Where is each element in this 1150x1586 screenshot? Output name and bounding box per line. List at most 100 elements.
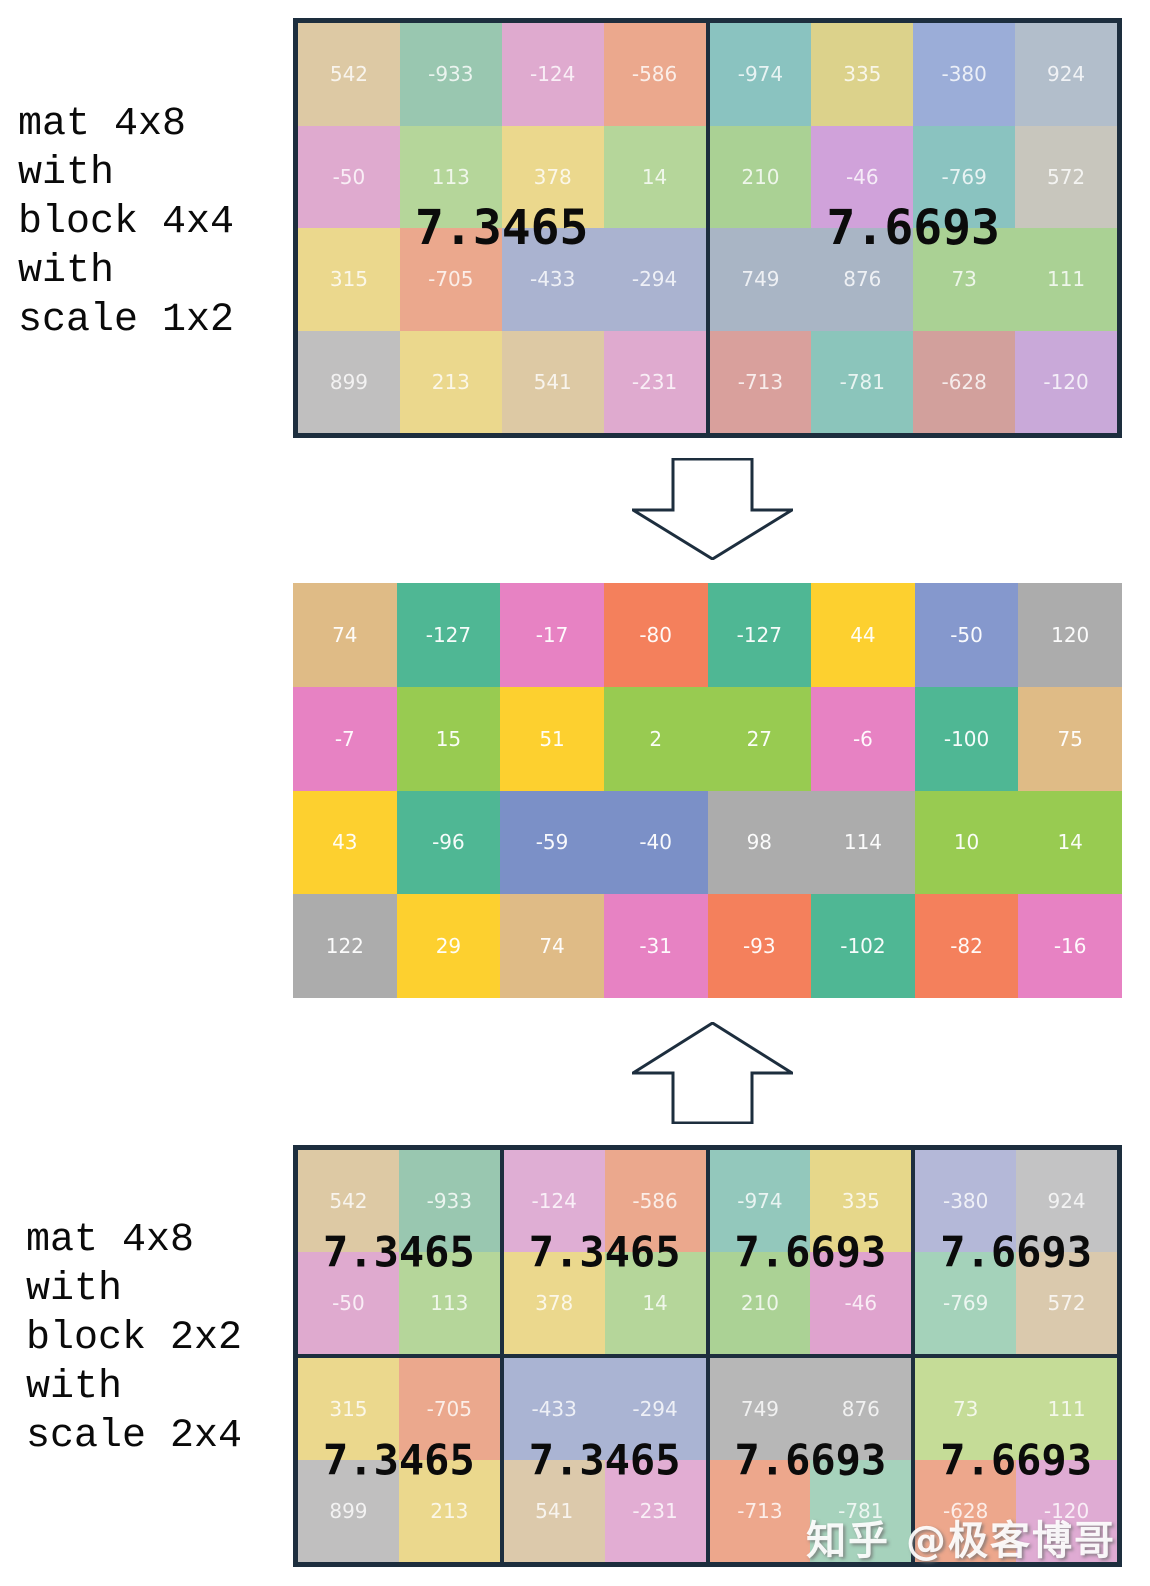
matrix-cell: 572 [1016, 1252, 1117, 1354]
matrix-cell: 899 [298, 1460, 399, 1562]
matrix-bottom: 542 -933 -50 113 7.3465 -124 -586 378 14 7.3465 -9… [293, 1145, 1122, 1567]
matrix-cell: -933 [398, 1150, 500, 1252]
matrix-cell: 2 [603, 686, 708, 791]
matrix-cell: -586 [603, 23, 706, 126]
matrix-bottom-block: -974 335 210 -46 7.6693 [707, 1148, 914, 1356]
matrix-cell: -380 [915, 1150, 1017, 1252]
matrix-cell: 542 [298, 23, 400, 126]
matrix-cell: -586 [604, 1150, 706, 1252]
caption-line: scale 2x4 [26, 1414, 243, 1459]
matrix-cell: 335 [811, 23, 914, 126]
matrix-bottom-block: -124 -586 378 14 7.3465 [501, 1148, 708, 1356]
caption-line: mat 4x8 [26, 1218, 195, 1263]
matrix-cell: -80 [603, 583, 708, 687]
matrix-cell: -124 [503, 1150, 605, 1252]
matrix-cell: -433 [501, 228, 604, 331]
matrix-middle: 74 -127 -17 -80 -127 44 -50 120 -7 15 51 2 27 -6 -100 7… [293, 583, 1122, 998]
matrix-cell: 44 [811, 583, 915, 687]
matrix-cell: -231 [603, 330, 706, 433]
matrix-cell: 14 [604, 1252, 706, 1354]
matrix-cell: 210 [709, 125, 812, 228]
matrix-cell: 572 [1015, 125, 1117, 228]
matrix-cell: 10 [914, 790, 1019, 895]
matrix-cell: 876 [811, 228, 914, 331]
matrix-cell: 899 [298, 330, 400, 433]
matrix-cell: 15 [396, 686, 501, 791]
matrix-cell: -781 [810, 1460, 912, 1562]
matrix-cell: -933 [399, 23, 502, 126]
matrix-cell: 98 [707, 790, 812, 895]
matrix-cell: 541 [501, 330, 604, 433]
block-scale-value: 7.6693 [940, 1227, 1092, 1277]
arrow-up-icon [632, 1022, 793, 1124]
matrix-cell: 213 [399, 330, 502, 433]
matrix-cell: -31 [603, 894, 708, 998]
caption-line: with [26, 1365, 123, 1410]
matrix-cell: -127 [396, 583, 501, 687]
block-scale-value: 7.6693 [734, 1227, 887, 1277]
matrix-cell: -6 [811, 686, 915, 791]
matrix-cell: 73 [915, 1358, 1017, 1460]
matrix-cell: 113 [398, 1252, 500, 1354]
matrix-cell: 924 [1015, 23, 1117, 126]
caption-line: block 2x2 [26, 1316, 243, 1361]
matrix-cell: 114 [811, 790, 915, 895]
matrix-cell: -628 [913, 330, 1016, 433]
matrix-top-block: -974 335 -380 924 210 -46 -769 572 749 876 73 111 -7… [707, 21, 1119, 435]
matrix-cell: 378 [501, 125, 604, 228]
matrix-cell: 43 [293, 790, 397, 895]
matrix-cell: -46 [810, 1252, 912, 1354]
matrix-cell: -40 [603, 790, 708, 895]
matrix-cell: -17 [500, 583, 604, 687]
matrix-cell: -93 [707, 894, 812, 998]
caption-bottom-matrix: mat 4x8 with block 2x2 with scale 2x4 [26, 1216, 242, 1461]
matrix-cell: 73 [913, 228, 1016, 331]
matrix-cell: -82 [914, 894, 1019, 998]
caption-top-matrix: mat 4x8 with block 4x4 with scale 1x2 [18, 100, 234, 345]
matrix-cell: 29 [396, 894, 501, 998]
matrix-cell: 541 [503, 1460, 605, 1562]
matrix-cell: -124 [501, 23, 604, 126]
matrix-cell: 74 [293, 583, 397, 687]
matrix-cell: -50 [914, 583, 1019, 687]
matrix-bottom-block: 542 -933 -50 113 7.3465 [296, 1148, 502, 1356]
block-scale-value: 7.6693 [734, 1435, 887, 1485]
caption-line: with [26, 1267, 123, 1312]
matrix-cell: 51 [500, 686, 604, 791]
matrix-cell: 315 [298, 228, 400, 331]
matrix-cell: -974 [709, 23, 812, 126]
block-scale-value: 7.6693 [826, 200, 1000, 256]
matrix-cell: 876 [810, 1358, 912, 1460]
matrix-cell: 749 [709, 1358, 811, 1460]
block-scale-value: 7.3465 [323, 1227, 475, 1277]
matrix-bottom-block: 73 111 -628 -120 7.6693 [913, 1356, 1119, 1564]
matrix-cell: -769 [915, 1252, 1017, 1354]
matrix-cell: -433 [503, 1358, 605, 1460]
matrix-cell: 335 [810, 1150, 912, 1252]
caption-line: with [18, 249, 115, 294]
matrix-cell: -628 [915, 1460, 1017, 1562]
matrix-cell: -769 [913, 125, 1016, 228]
matrix-top-block: 542 -933 -124 -586 -50 113 378 14 315 -705 -433 -29… [296, 21, 708, 435]
matrix-cell: -7 [293, 686, 397, 791]
matrix-cell: 75 [1018, 686, 1122, 791]
block-scale-value: 7.3465 [528, 1435, 681, 1485]
matrix-cell: -96 [396, 790, 501, 895]
matrix-cell: -102 [811, 894, 915, 998]
block-scale-value: 7.6693 [940, 1435, 1092, 1485]
matrix-cell: 14 [603, 125, 706, 228]
matrix-cell: 210 [709, 1252, 811, 1354]
matrix-cell: -231 [604, 1460, 706, 1562]
caption-line: with [18, 151, 115, 196]
matrix-cell: -294 [603, 228, 706, 331]
matrix-cell: -781 [811, 330, 914, 433]
matrix-cell: 542 [298, 1150, 399, 1252]
matrix-cell: -50 [298, 1252, 399, 1354]
matrix-cell: 74 [500, 894, 604, 998]
matrix-cell: 111 [1016, 1358, 1117, 1460]
matrix-cell: -713 [709, 1460, 811, 1562]
matrix-cell: -705 [398, 1358, 500, 1460]
matrix-cell: 924 [1016, 1150, 1117, 1252]
matrix-cell: 378 [503, 1252, 605, 1354]
matrix-cell: 315 [298, 1358, 399, 1460]
